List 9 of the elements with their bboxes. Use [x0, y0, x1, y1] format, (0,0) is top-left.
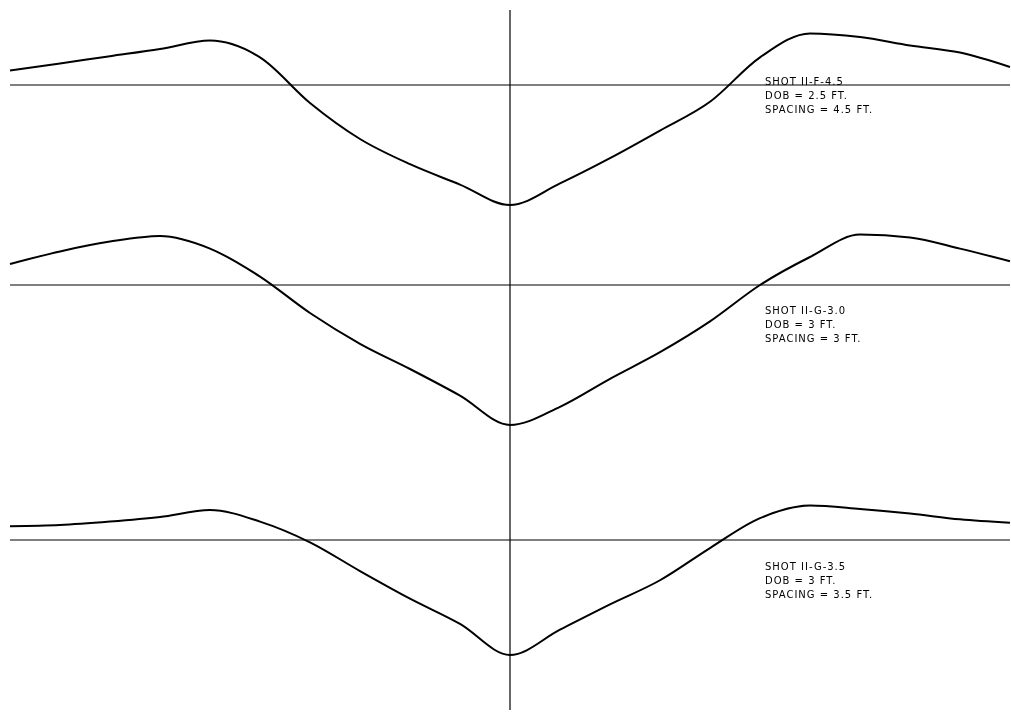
annotation: DOB = 3 FT. — [765, 319, 837, 330]
annotation: SPACING = 3.5 FT. — [765, 589, 874, 600]
annotation: SPACING = 4.5 FT. — [765, 104, 874, 115]
annotation: DOB = 3 FT. — [765, 575, 837, 586]
annotation: SPACING = 3 FT. — [765, 333, 862, 344]
annotation: SHOT II-G-3.5 — [765, 561, 847, 572]
annotation: SHOT II-G-3.0 — [765, 305, 847, 316]
annotation: SHOT II-F-4.5 — [765, 76, 844, 87]
annotation: DOB = 2.5 FT. — [765, 90, 848, 101]
